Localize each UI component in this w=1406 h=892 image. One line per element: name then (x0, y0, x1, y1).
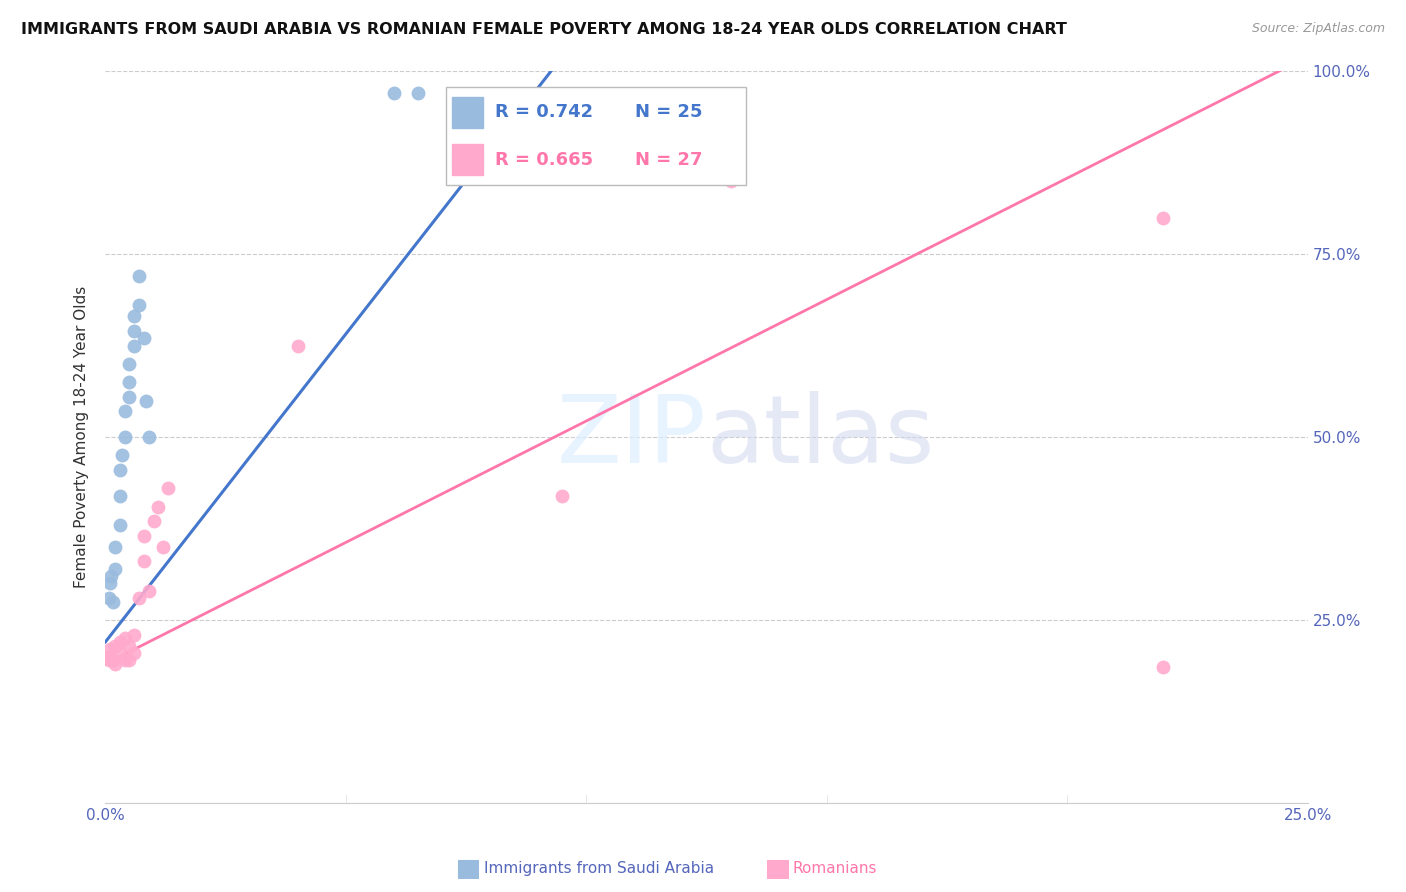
Point (287, 338, 309, 352)
Text: IMMIGRANTS FROM SAUDI ARABIA VS ROMANIAN FEMALE POVERTY AMONG 18-24 YEAR OLDS CO: IMMIGRANTS FROM SAUDI ARABIA VS ROMANIAN… (21, 22, 1067, 37)
FancyBboxPatch shape (458, 860, 478, 878)
Y-axis label: Female Poverty Among 18-24 Year Olds: Female Poverty Among 18-24 Year Olds (75, 286, 90, 588)
Point (108, 489, 131, 503)
Point (1152, 211, 1174, 225)
Point (135, 393, 157, 408)
Point (108, 646, 131, 660)
Point (156, 481, 179, 495)
Point (101, 653, 124, 667)
Point (98, 576, 121, 591)
Point (132, 554, 155, 568)
Point (100, 569, 122, 583)
Point (124, 310, 146, 324)
Point (114, 404, 136, 418)
Point (114, 632, 136, 646)
Point (97, 649, 120, 664)
Point (111, 449, 134, 463)
Point (108, 463, 131, 477)
Point (128, 298, 150, 312)
Point (124, 627, 146, 641)
Point (1152, 660, 1174, 674)
Point (104, 639, 127, 653)
Point (148, 500, 170, 514)
FancyBboxPatch shape (453, 145, 484, 175)
Point (98, 591, 121, 605)
Text: Immigrants from Saudi Arabia: Immigrants from Saudi Arabia (484, 862, 714, 876)
Point (720, 174, 742, 188)
Point (104, 657, 127, 671)
Text: N = 27: N = 27 (634, 151, 702, 169)
FancyBboxPatch shape (768, 860, 787, 878)
Point (124, 646, 146, 660)
Text: ZIP: ZIP (557, 391, 707, 483)
Point (124, 338, 146, 352)
Point (124, 324, 146, 338)
Point (382, 87, 405, 101)
Point (104, 540, 127, 554)
Point (101, 594, 124, 608)
Point (118, 653, 141, 667)
FancyBboxPatch shape (446, 87, 747, 186)
Point (114, 430, 136, 444)
Point (108, 635, 131, 649)
Point (98, 653, 121, 667)
Point (114, 653, 136, 667)
Text: atlas: atlas (707, 391, 935, 483)
Point (108, 517, 131, 532)
Point (138, 430, 160, 444)
Point (118, 376, 141, 390)
Point (142, 514, 165, 528)
Point (551, 489, 574, 503)
Point (152, 540, 174, 554)
Point (118, 639, 141, 653)
Point (128, 269, 150, 284)
Point (118, 390, 141, 404)
Text: R = 0.665: R = 0.665 (495, 151, 593, 169)
FancyBboxPatch shape (453, 97, 484, 128)
Point (104, 562, 127, 576)
Point (406, 87, 429, 101)
Text: N = 25: N = 25 (634, 103, 702, 121)
Text: Romanians: Romanians (793, 862, 877, 876)
Text: Source: ZipAtlas.com: Source: ZipAtlas.com (1251, 22, 1385, 36)
Point (132, 331, 155, 345)
Point (138, 583, 160, 598)
Text: R = 0.742: R = 0.742 (495, 103, 593, 121)
Point (132, 529, 155, 543)
Point (128, 591, 150, 605)
Point (118, 357, 141, 371)
Point (98, 642, 121, 657)
